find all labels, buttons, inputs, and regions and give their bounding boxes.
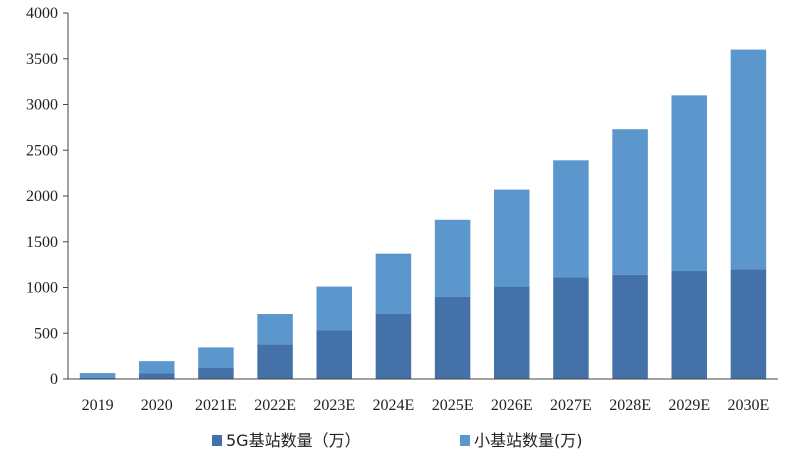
x-tick-label: 2019: [82, 397, 114, 414]
x-tick-label: 2022E: [254, 397, 296, 414]
x-tick-label: 2026E: [491, 397, 533, 414]
bar-5g-2021E: [198, 368, 234, 379]
bar-small-cell-2028E: [612, 129, 648, 275]
y-tick-label: 1500: [26, 234, 58, 251]
y-tick-label: 500: [34, 325, 58, 342]
x-tick-label: 2030E: [728, 397, 770, 414]
x-tick-label: 2021E: [195, 397, 237, 414]
y-tick-label: 4000: [26, 5, 58, 22]
x-tick-label: 2025E: [432, 397, 474, 414]
x-tick-label: 2024E: [373, 397, 415, 414]
bar-5g-2023E: [316, 330, 352, 379]
bar-small-cell-2024E: [375, 253, 412, 315]
bar-5g-2019: [79, 377, 116, 379]
bar-small-cell-2019: [79, 373, 116, 378]
bar-small-cell-2021E: [198, 347, 234, 369]
bar-small-cell-2022E: [257, 314, 293, 345]
bar-5g-2027E: [553, 277, 589, 379]
bar-5g-2029E: [671, 271, 707, 379]
bars: [79, 49, 767, 379]
bar-small-cell-2020: [139, 361, 175, 374]
bar-small-cell-2027E: [553, 160, 589, 278]
x-tick-label: 2029E: [668, 397, 710, 414]
y-tick-label: 2000: [26, 188, 58, 205]
y-tick-label: 1000: [26, 280, 58, 297]
x-tick-label: 2027E: [550, 397, 592, 414]
bar-5g-2020: [139, 373, 175, 379]
bar-small-cell-2026E: [494, 189, 530, 287]
y-tick-label: 0: [50, 371, 58, 388]
legend: 5G基站数量（万） 小基站数量(万): [212, 431, 583, 450]
y-axis: 0 500 1000 1500 2000 2500 3000 3500 4000: [26, 5, 69, 388]
x-tick-label: 2023E: [313, 397, 355, 414]
bar-small-cell-2025E: [434, 219, 471, 297]
legend-label: 小基站数量(万): [474, 431, 583, 450]
bar-5g-2024E: [375, 314, 412, 379]
bar-5g-2025E: [434, 296, 471, 379]
bar-small-cell-2029E: [671, 95, 707, 272]
x-axis: 2019 2020 2021E 2022E 2023E 2024E 2025E 2026E 20…: [68, 378, 778, 414]
x-tick-label: 2020: [141, 397, 173, 414]
legend-label: 5G基站数量（万）: [226, 431, 361, 450]
bar-5g-2022E: [257, 344, 293, 379]
y-tick-label: 3500: [26, 51, 58, 68]
bar-5g-2030E: [730, 269, 767, 379]
bar-small-cell-2023E: [316, 286, 352, 331]
bar-5g-2026E: [494, 286, 530, 379]
legend-swatch: [460, 435, 470, 446]
y-tick-label: 3000: [26, 97, 58, 114]
x-tick-label: 2028E: [609, 397, 651, 414]
bar-5g-2028E: [612, 274, 648, 379]
bar-small-cell-2030E: [730, 49, 767, 270]
y-tick-label: 2500: [26, 142, 58, 159]
legend-swatch: [212, 435, 222, 446]
